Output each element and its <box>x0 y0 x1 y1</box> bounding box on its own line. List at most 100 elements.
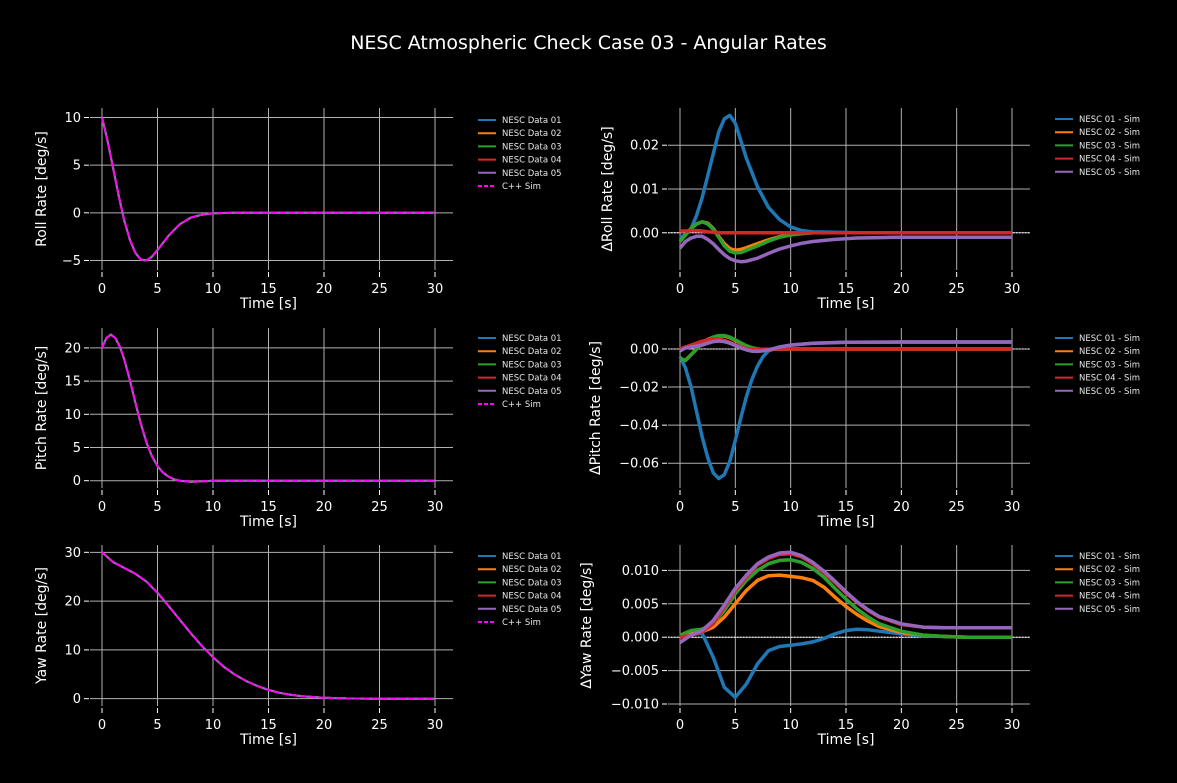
x-axis-label: Time [s] <box>817 514 875 530</box>
y-tick-label: 0.00 <box>630 226 659 241</box>
subplot-droll: 0 5 10 15 20 25 30 0.00 0.01 0.02 Time [s] ΔRoll Ra… <box>600 108 1140 312</box>
y-tick-label: 0 <box>73 206 81 221</box>
x-axis-label: Time [s] <box>239 296 297 312</box>
x-tick-label: 5 <box>731 500 739 515</box>
legend-label: NESC 02 - Sim <box>1079 565 1140 575</box>
legend-label: NESC 04 - Sim <box>1079 592 1140 602</box>
y-tick-label: 0.01 <box>630 183 659 198</box>
x-tick-label: 20 <box>893 500 910 515</box>
legend: NESC Data 01 NESC Data 02 NESC Data 03 NESC… <box>478 334 562 410</box>
y-axis-label: ΔPitch Rate [deg/s] <box>588 341 604 475</box>
x-tick-label: 0 <box>676 718 684 733</box>
legend-label: NESC 01 - Sim <box>1079 334 1140 344</box>
x-tick-label: 25 <box>371 718 388 733</box>
x-tick-label: 0 <box>98 282 106 297</box>
legend: NESC 01 - Sim NESC 02 - Sim NESC 03 - Sim N… <box>1055 552 1140 615</box>
y-tick-label: 15 <box>64 375 81 390</box>
legend-label: NESC 05 - Sim <box>1079 168 1140 178</box>
legend-label: NESC Data 03 <box>502 142 562 152</box>
y-tick-label: 10 <box>64 408 81 423</box>
series-line-nesc-05-sim <box>679 339 1012 354</box>
y-tick-label: −0.06 <box>619 457 659 472</box>
x-tick-label: 0 <box>98 718 106 733</box>
y-tick-label: 0.000 <box>622 631 659 646</box>
legend-label: NESC Data 01 <box>502 334 562 344</box>
legend: NESC Data 01 NESC Data 02 NESC Data 03 NESC… <box>478 116 562 192</box>
y-tick-label: −5 <box>62 254 81 269</box>
y-tick-label: 20 <box>64 341 81 356</box>
legend-label: NESC Data 02 <box>502 347 562 357</box>
series-line-nesc-04-sim <box>680 228 1012 235</box>
x-tick-label: 25 <box>371 282 388 297</box>
x-tick-label: 10 <box>205 500 222 515</box>
y-tick-label: 30 <box>64 546 81 561</box>
x-axis-label: Time [s] <box>239 514 297 530</box>
subplot-roll: 0 5 10 15 20 25 30 −5 0 5 10 Time [s] Roll Rate [deg… <box>34 108 562 312</box>
legend-label: NESC Data 05 <box>502 387 562 397</box>
legend-label: NESC 04 - Sim <box>1079 374 1140 384</box>
y-tick-label: 5 <box>73 159 81 174</box>
x-tick-label: 25 <box>948 500 965 515</box>
legend-label: NESC 02 - Sim <box>1079 128 1140 138</box>
x-tick-label: 0 <box>676 282 684 297</box>
x-tick-label: 20 <box>893 718 910 733</box>
subplot-dyaw: 0 5 10 15 20 25 30 −0.010 −0.005 0.000 0.005 0.010 T… <box>579 545 1140 748</box>
legend-label: NESC 05 - Sim <box>1079 387 1140 397</box>
subplot-dpitch: 0 5 10 15 20 25 30 −0.06 −0.04 −0.02 0.00 Time [s] Δ… <box>588 328 1140 530</box>
legend-label: NESC 01 - Sim <box>1079 115 1140 125</box>
legend: NESC 01 - Sim NESC 02 - Sim NESC 03 - Sim N… <box>1055 334 1140 397</box>
x-tick-label: 20 <box>316 500 333 515</box>
x-tick-label: 5 <box>731 718 739 733</box>
legend-label: NESC Data 04 <box>502 156 562 166</box>
subplot-pitch: 0 5 10 15 20 25 30 0 5 10 15 20 Time [s] Pitch Rate [… <box>34 328 562 530</box>
legend-label: C++ Sim <box>502 182 541 192</box>
x-tick-label: 10 <box>205 282 222 297</box>
legend-label: NESC 04 - Sim <box>1079 155 1140 165</box>
x-axis-label: Time [s] <box>817 296 875 312</box>
legend-label: C++ Sim <box>502 618 541 628</box>
x-tick-label: 15 <box>838 282 855 297</box>
legend-label: C++ Sim <box>502 400 541 410</box>
legend-label: NESC Data 04 <box>502 374 562 384</box>
y-tick-label: 20 <box>64 595 81 610</box>
x-tick-label: 20 <box>316 718 333 733</box>
x-tick-label: 5 <box>153 500 161 515</box>
x-tick-label: 30 <box>427 282 444 297</box>
x-tick-label: 30 <box>427 718 444 733</box>
series-line-nesc-03-sim <box>679 557 1012 639</box>
x-axis-label: Time [s] <box>239 732 297 748</box>
y-tick-label: 0.010 <box>622 564 659 579</box>
y-axis-label: ΔYaw Rate [deg/s] <box>579 562 595 689</box>
legend-label: NESC 03 - Sim <box>1079 578 1140 588</box>
y-tick-label: −0.010 <box>611 697 659 712</box>
x-tick-label: 25 <box>948 282 965 297</box>
y-axis-label: ΔRoll Rate [deg/s] <box>600 126 616 251</box>
figure-title: NESC Atmospheric Check Case 03 - Angular… <box>350 32 827 54</box>
series-line-c-sim <box>101 333 435 483</box>
x-tick-label: 5 <box>731 282 739 297</box>
legend-label: NESC Data 03 <box>502 360 562 370</box>
y-axis-label: Pitch Rate [deg/s] <box>34 346 50 470</box>
legend: NESC Data 01 NESC Data 02 NESC Data 03 NESC… <box>478 552 562 628</box>
x-tick-label: 10 <box>782 718 799 733</box>
y-tick-label: 0.005 <box>622 597 659 612</box>
series-line-c-sim <box>101 551 435 700</box>
legend-label: NESC Data 05 <box>502 605 562 615</box>
x-tick-label: 15 <box>260 282 277 297</box>
series-line-c-sim <box>101 117 435 262</box>
x-tick-label: 0 <box>676 500 684 515</box>
x-tick-label: 15 <box>838 500 855 515</box>
y-tick-label: 5 <box>73 441 81 456</box>
x-tick-label: 10 <box>205 718 222 733</box>
x-tick-label: 30 <box>1004 282 1021 297</box>
x-tick-label: 20 <box>316 282 333 297</box>
y-tick-label: 0 <box>73 474 81 489</box>
x-tick-label: 20 <box>893 282 910 297</box>
x-tick-label: 15 <box>260 500 277 515</box>
y-tick-label: 0.02 <box>630 139 659 154</box>
legend-label: NESC 03 - Sim <box>1079 141 1140 151</box>
legend-label: NESC 01 - Sim <box>1079 552 1140 562</box>
x-tick-label: 10 <box>782 500 799 515</box>
x-tick-label: 30 <box>427 500 444 515</box>
